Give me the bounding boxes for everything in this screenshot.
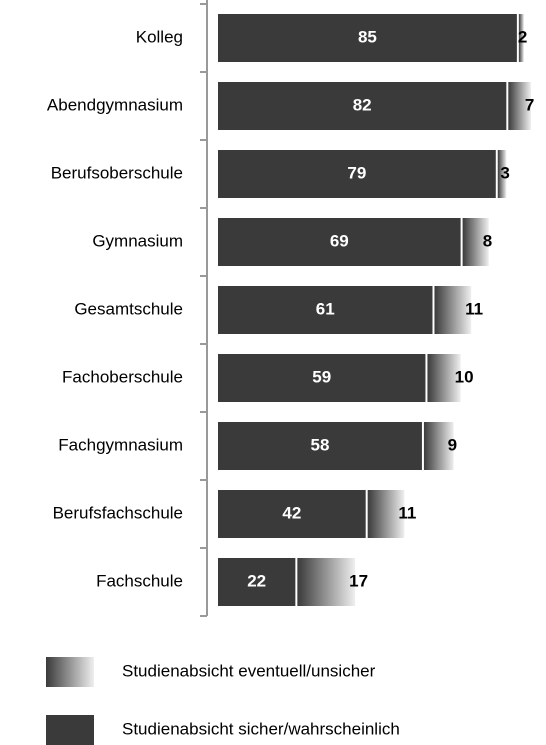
category-label: Abendgymnasium [47,95,183,114]
bar-segment [218,558,296,606]
value-label: 3 [500,163,509,182]
category-label: Fachoberschule [62,367,183,386]
bar-segment [218,150,496,198]
value-label: 59 [312,367,331,386]
legend-swatch [46,657,94,687]
bar-segment [427,354,461,402]
value-label: 42 [282,503,301,522]
value-label: 82 [353,95,372,114]
legend-label: Studienabsicht eventuell/unsicher [122,661,376,680]
category-label: Berufsfachschule [53,503,183,522]
legend-swatch [46,715,94,745]
bar-segment [218,354,426,402]
category-label: Fachgymnasium [58,435,183,454]
bar-segment [423,422,454,470]
value-label: 11 [398,503,416,522]
bar-segment [218,82,507,130]
bar-segment [518,14,524,62]
bar-segment [462,218,489,266]
bar-segment [508,82,531,130]
value-label: 11 [465,299,483,318]
value-label: 2 [518,27,527,46]
bar-segment [218,422,422,470]
value-label: 7 [525,95,534,114]
bar-segment [218,286,433,334]
value-label: 22 [247,571,266,590]
bar-segment [497,150,507,198]
value-label: 17 [349,571,368,590]
bar-segment [218,490,366,538]
bar-segment [367,490,405,538]
value-label: 8 [483,231,492,250]
bar-segment [218,218,461,266]
value-label: 58 [311,435,330,454]
bar-segment [434,286,472,334]
bar-segment [218,14,517,62]
value-label: 61 [316,299,335,318]
category-label: Gymnasium [92,231,183,250]
category-label: Fachschule [96,571,183,590]
value-label: 10 [455,367,474,386]
legend-label: Studienabsicht sicher/wahrscheinlich [122,719,400,738]
value-label: 85 [358,27,377,46]
bar-segment [297,558,356,606]
category-label: Berufsoberschule [51,163,183,182]
value-label: 79 [347,163,366,182]
value-label: 69 [330,231,349,250]
category-label: Kolleg [136,27,183,46]
category-label: Gesamtschule [74,299,183,318]
value-label: 9 [448,435,457,454]
